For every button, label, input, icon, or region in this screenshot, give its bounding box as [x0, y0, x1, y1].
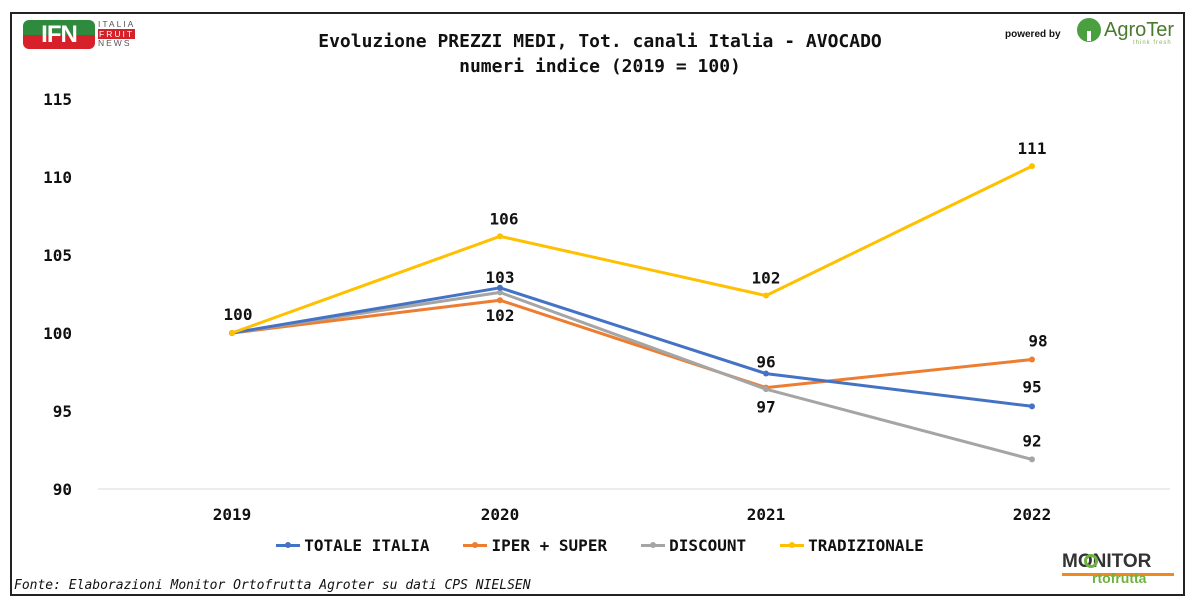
ifn-word-news: NEWS — [98, 38, 132, 48]
magnifier-icon — [1084, 554, 1098, 568]
agroter-name: AgroTer — [1104, 19, 1175, 41]
chart-frame — [10, 12, 1185, 596]
agroter-tagline: think fresh — [1133, 40, 1172, 46]
legend: TOTALE ITALIA IPER + SUPER DISCOUNT TRADIZI… — [0, 536, 1200, 555]
legend-item-totale_italia: TOTALE ITALIA — [276, 536, 429, 555]
series-lines — [229, 163, 1035, 463]
tree-icon — [1077, 18, 1101, 42]
data-label-iper_super: 102 — [486, 306, 515, 325]
legend-swatch — [276, 542, 301, 548]
x-tick-label: 2020 — [481, 505, 520, 524]
legend-item-iper_super: IPER + SUPER — [463, 536, 607, 555]
y-tick-label: 90 — [53, 480, 72, 499]
data-point-discount — [763, 386, 769, 393]
series-line-tradizionale — [231, 164, 1033, 335]
legend-swatch — [463, 542, 488, 548]
series-line-totale_italia — [231, 286, 1033, 408]
x-tick-label: 2021 — [747, 505, 786, 524]
data-point-totale_italia — [1029, 403, 1035, 410]
data-label-tradizionale: 106 — [490, 209, 519, 228]
data-label-iper_super: 97 — [756, 398, 775, 417]
legend-label: TOTALE ITALIA — [304, 536, 430, 555]
chart-subtitle: numeri indice (2019 = 100) — [459, 56, 741, 77]
italia-fruit-news-logo: IFN ITALIA FRUIT NEWS — [23, 19, 141, 50]
ifn-words: ITALIA FRUIT NEWS — [98, 19, 136, 49]
powered-by-label: powered by — [1005, 29, 1061, 40]
legend-label: IPER + SUPER — [491, 536, 608, 555]
data-label-discount: 92 — [1022, 431, 1041, 450]
ifn-word-italia: ITALIA — [98, 19, 136, 29]
ortofrutta-word: rtofrutta — [1092, 570, 1147, 586]
x-axis: 2019 2020 2021 2022 — [213, 505, 1052, 524]
series-line-iper_super — [231, 298, 1033, 390]
data-label-totale_italia: 95 — [1022, 377, 1041, 396]
y-tick-label: 95 — [53, 402, 72, 421]
data-point-discount — [1029, 456, 1035, 463]
monitor-underline — [1062, 573, 1174, 576]
data-point-tradizionale — [497, 233, 503, 240]
data-labels: 103 96 95 102 97 98 92 100 106 102 111 — [224, 139, 1048, 450]
data-label-totale_italia: 103 — [486, 268, 515, 287]
y-tick-label: 115 — [43, 90, 72, 109]
x-tick-label: 2019 — [213, 505, 252, 524]
legend-item-tradizionale: TRADIZIONALE — [780, 536, 924, 555]
agroter-logo: AgroTer think fresh — [1077, 18, 1177, 48]
data-point-totale_italia — [497, 284, 503, 291]
y-tick-label: 100 — [43, 324, 72, 343]
data-point-tradizionale — [763, 292, 769, 299]
data-point-iper_super — [497, 297, 503, 304]
legend-swatch — [780, 542, 805, 548]
data-point-tradizionale — [1029, 163, 1035, 170]
monitor-ortofrutta-logo: MONITOR rtofrutta — [1062, 551, 1180, 587]
series-line-discount — [231, 290, 1033, 461]
data-label-tradizionale: 111 — [1018, 139, 1047, 158]
legend-label: DISCOUNT — [669, 536, 747, 555]
y-tick-label: 105 — [43, 246, 72, 265]
data-point-discount — [497, 289, 503, 296]
ifn-word-fruit: FRUIT — [98, 28, 136, 39]
legend-label: TRADIZIONALE — [808, 536, 924, 555]
data-point-tradizionale — [229, 330, 235, 336]
legend-swatch — [641, 542, 666, 548]
data-label-tradizionale: 100 — [224, 305, 253, 324]
y-axis: 90 95 100 105 110 115 — [43, 90, 1170, 499]
legend-item-discount: DISCOUNT — [641, 536, 746, 555]
ifn-mark: IFN — [41, 21, 78, 48]
chart-title: Evoluzione PREZZI MEDI, Tot. canali Ital… — [318, 31, 882, 52]
ifn-badge: IFN — [23, 20, 95, 49]
data-point-iper_super — [1029, 356, 1035, 363]
source-note: Fonte: Elaborazioni Monitor Ortofrutta A… — [14, 578, 531, 593]
data-label-totale_italia: 96 — [756, 353, 775, 372]
y-tick-label: 110 — [43, 168, 72, 187]
data-label-iper_super: 98 — [1028, 332, 1047, 351]
data-label-tradizionale: 102 — [752, 269, 781, 288]
x-tick-label: 2022 — [1013, 505, 1052, 524]
data-point-totale_italia — [763, 370, 769, 377]
